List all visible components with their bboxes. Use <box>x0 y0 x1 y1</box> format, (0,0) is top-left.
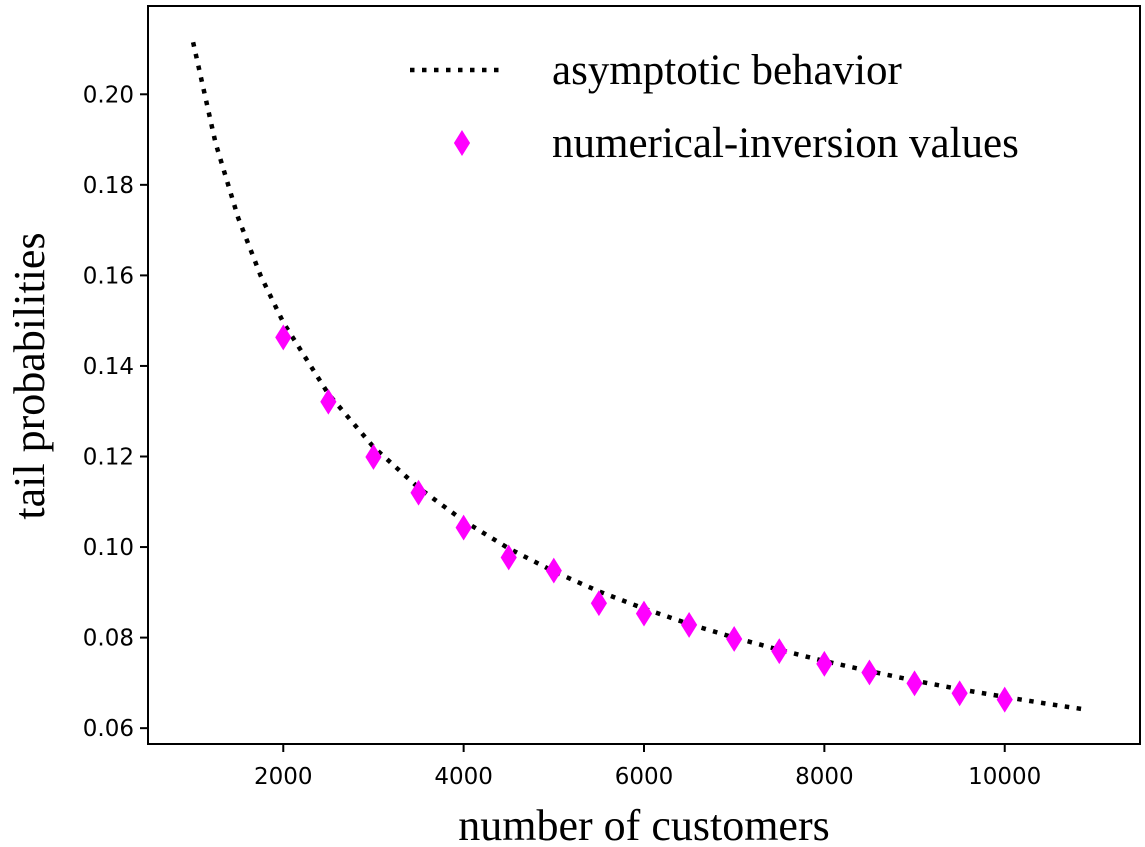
data-point <box>861 659 878 686</box>
data-point <box>500 544 517 571</box>
series-markers-numerical-inversion <box>275 324 1013 713</box>
data-point <box>635 600 653 627</box>
legend-marker-swatch <box>453 130 471 156</box>
data-point <box>275 324 292 351</box>
data-point <box>365 444 382 470</box>
x-tick-label: 6000 <box>615 764 674 790</box>
x-tick-label: 10000 <box>968 764 1041 790</box>
series-line-asymptotic-behavior <box>190 41 1087 712</box>
legend: asymptotic behavior numerical-inversion v… <box>410 47 1019 167</box>
axes: 2000 4000 6000 8000 10000 0.06 0.08 0.10 0.12 0.1… <box>83 5 1141 790</box>
data-point <box>590 590 607 617</box>
legend-label: numerical-inversion values <box>552 120 1019 167</box>
x-axis-title: number of customers <box>458 801 829 847</box>
y-tick-label: 0.18 <box>83 173 134 199</box>
x-tick-label: 4000 <box>434 764 493 790</box>
plot-content <box>190 41 1087 713</box>
y-tick-label: 0.10 <box>83 535 134 561</box>
data-point <box>410 479 427 506</box>
data-point <box>771 638 788 665</box>
data-point <box>816 650 833 677</box>
x-tick-label: 2000 <box>254 764 313 790</box>
y-axis-title: tail probabilities <box>5 232 54 519</box>
data-point <box>455 514 472 541</box>
data-point <box>726 626 743 652</box>
plot-frame <box>147 5 1141 745</box>
data-point <box>951 680 968 707</box>
data-point <box>996 686 1013 713</box>
data-point <box>545 557 562 584</box>
legend-label: asymptotic behavior <box>552 47 902 94</box>
data-point <box>681 611 698 638</box>
data-point <box>906 670 923 697</box>
y-tick-label: 0.12 <box>83 444 134 470</box>
data-point <box>320 388 337 415</box>
y-tick-label: 0.08 <box>83 626 134 652</box>
y-tick-label: 0.14 <box>83 354 134 380</box>
y-tick-label: 0.16 <box>83 263 134 289</box>
x-tick-label: 8000 <box>795 764 854 790</box>
y-tick-label: 0.06 <box>83 716 134 742</box>
y-tick-label: 0.20 <box>83 82 134 108</box>
